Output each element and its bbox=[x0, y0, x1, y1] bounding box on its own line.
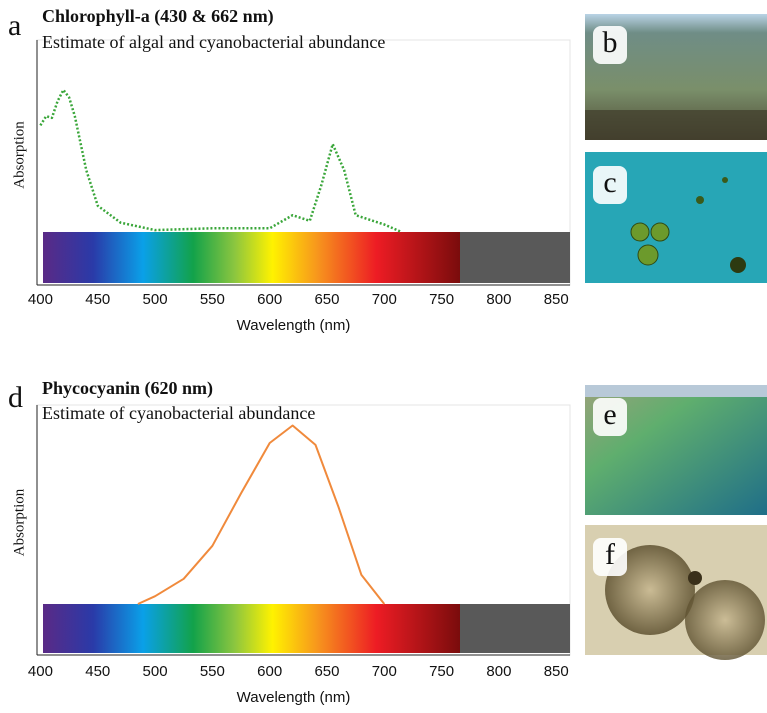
spectrum-bar bbox=[43, 604, 460, 653]
x-tick-label: 700 bbox=[372, 291, 397, 308]
photo-label: f bbox=[605, 538, 615, 571]
ir-bar bbox=[460, 232, 570, 283]
x-tick-label: 650 bbox=[314, 663, 339, 680]
chart-title: Phycocyanin (620 nm) bbox=[42, 378, 213, 399]
x-tick-label: 850 bbox=[544, 663, 569, 680]
x-tick-label: 600 bbox=[257, 291, 282, 308]
panel-letter: a bbox=[8, 9, 21, 42]
photo-label: b bbox=[603, 26, 618, 59]
y-axis-label: Absorption bbox=[11, 121, 27, 189]
figure: 400 450 500 550 600 650 700 750 800 850 Wavelength… bbox=[0, 0, 767, 713]
x-tick-label: 800 bbox=[486, 663, 511, 680]
y-axis-label: Absorption bbox=[11, 488, 27, 556]
x-tick-label: 750 bbox=[429, 663, 454, 680]
x-tick-label: 700 bbox=[372, 663, 397, 680]
absorption-line bbox=[40, 90, 401, 232]
x-tick-label: 550 bbox=[200, 291, 225, 308]
x-tick-label: 450 bbox=[85, 291, 110, 308]
x-axis-label: Wavelength (nm) bbox=[237, 689, 351, 706]
absorption-line bbox=[138, 426, 384, 605]
chart-subtitle: Estimate of algal and cyanobacterial abu… bbox=[42, 32, 385, 52]
x-tick-label: 500 bbox=[143, 291, 168, 308]
x-tick-label: 750 bbox=[429, 291, 454, 308]
x-tick-label: 650 bbox=[314, 291, 339, 308]
x-tick-label: 500 bbox=[143, 663, 168, 680]
chart-subtitle: Estimate of cyanobacterial abundance bbox=[42, 403, 315, 423]
x-axis-label: Wavelength (nm) bbox=[237, 317, 351, 334]
x-tick-label: 400 bbox=[28, 291, 53, 308]
x-tick-label: 400 bbox=[28, 663, 53, 680]
spectrum-bar bbox=[43, 232, 460, 283]
x-tick-label: 450 bbox=[85, 663, 110, 680]
chart-title: Chlorophyll-a (430 & 662 nm) bbox=[42, 6, 274, 27]
photo-label: e bbox=[603, 398, 616, 431]
panel-letter: d bbox=[8, 381, 23, 414]
x-tick-label: 800 bbox=[486, 291, 511, 308]
x-tick-label: 600 bbox=[257, 663, 282, 680]
photo-label: c bbox=[603, 166, 616, 199]
x-tick-label: 850 bbox=[544, 291, 569, 308]
x-tick-label: 550 bbox=[200, 663, 225, 680]
ir-bar bbox=[460, 604, 570, 653]
